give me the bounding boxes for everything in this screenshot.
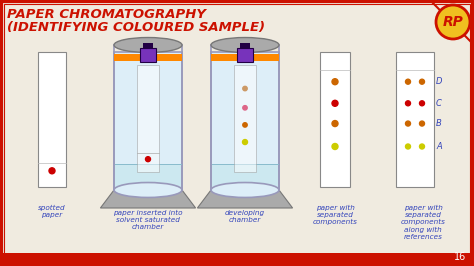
Bar bbox=[114, 52, 182, 190]
Circle shape bbox=[419, 101, 425, 106]
Circle shape bbox=[332, 143, 338, 149]
Bar bbox=[320, 52, 350, 187]
Text: B: B bbox=[436, 119, 442, 128]
Circle shape bbox=[243, 140, 247, 144]
Circle shape bbox=[405, 121, 410, 126]
Text: paper with
separated
components
along with
references: paper with separated components along wi… bbox=[401, 205, 446, 239]
Text: (IDENTIFYING COLOURED SAMPLE): (IDENTIFYING COLOURED SAMPLE) bbox=[7, 21, 265, 34]
Text: developing
chamber: developing chamber bbox=[225, 210, 265, 223]
Circle shape bbox=[332, 120, 338, 127]
Bar bbox=[114, 55, 182, 61]
Circle shape bbox=[405, 79, 410, 84]
Circle shape bbox=[405, 144, 410, 149]
Bar bbox=[212, 164, 278, 190]
Ellipse shape bbox=[211, 182, 279, 197]
Text: 16: 16 bbox=[454, 252, 466, 262]
Polygon shape bbox=[430, 0, 474, 45]
Circle shape bbox=[146, 157, 151, 162]
Text: A: A bbox=[436, 142, 442, 151]
Bar bbox=[1, 253, 473, 266]
Polygon shape bbox=[100, 190, 196, 208]
Text: RP: RP bbox=[443, 15, 464, 29]
Circle shape bbox=[405, 101, 410, 106]
Bar bbox=[396, 52, 434, 187]
Text: paper inserted into
solvent saturated
chamber: paper inserted into solvent saturated ch… bbox=[113, 210, 183, 230]
Bar bbox=[211, 52, 279, 190]
Circle shape bbox=[419, 121, 425, 126]
Text: spotted
paper: spotted paper bbox=[38, 205, 66, 218]
Bar bbox=[237, 48, 253, 63]
Circle shape bbox=[436, 5, 470, 39]
Bar bbox=[115, 164, 181, 190]
Ellipse shape bbox=[114, 182, 182, 197]
Circle shape bbox=[243, 123, 247, 127]
Bar bbox=[140, 48, 156, 63]
Bar bbox=[240, 43, 250, 49]
Polygon shape bbox=[197, 190, 292, 208]
Circle shape bbox=[419, 144, 425, 149]
Circle shape bbox=[419, 79, 425, 84]
Bar bbox=[234, 65, 256, 172]
Bar bbox=[211, 55, 279, 61]
Text: C: C bbox=[436, 99, 442, 108]
Bar bbox=[143, 43, 153, 49]
Circle shape bbox=[243, 86, 247, 91]
Circle shape bbox=[49, 168, 55, 174]
Text: paper with
separated
components: paper with separated components bbox=[312, 205, 357, 225]
Text: D: D bbox=[436, 77, 443, 86]
Circle shape bbox=[332, 79, 338, 85]
Bar bbox=[137, 65, 159, 172]
Text: PAPER CHROMATOGRAPHY: PAPER CHROMATOGRAPHY bbox=[7, 8, 206, 21]
Circle shape bbox=[243, 106, 247, 110]
Bar bbox=[38, 52, 66, 187]
Ellipse shape bbox=[114, 38, 182, 52]
Circle shape bbox=[332, 100, 338, 106]
Ellipse shape bbox=[211, 38, 279, 52]
